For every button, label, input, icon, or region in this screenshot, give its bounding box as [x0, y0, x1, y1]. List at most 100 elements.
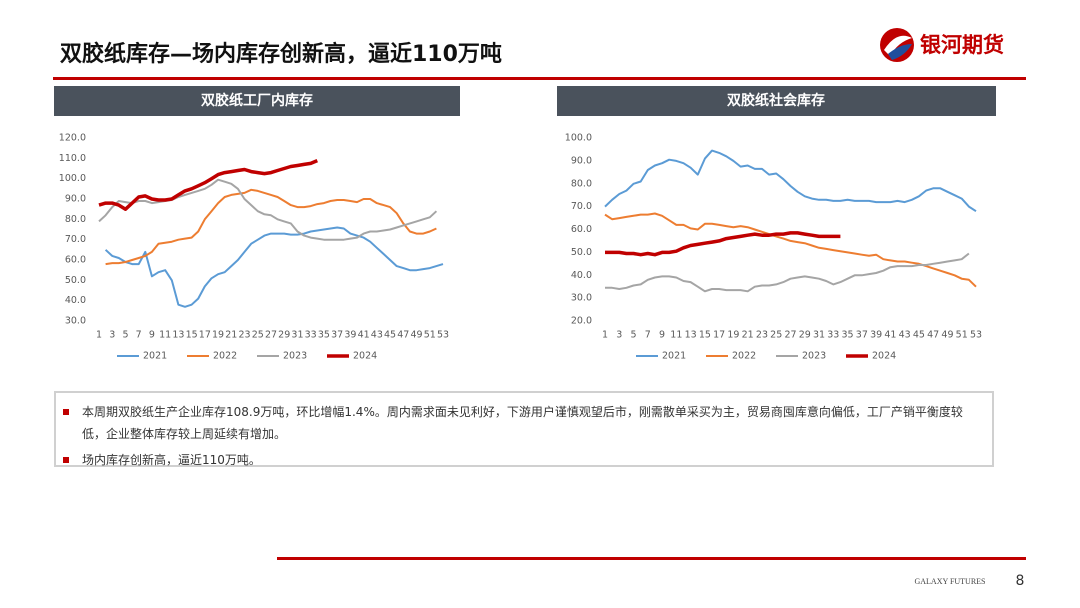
x-tick-label: 3	[616, 330, 622, 341]
x-tick-label: 5	[122, 330, 128, 341]
x-tick-label: 35	[318, 330, 330, 341]
x-tick-label: 21	[742, 330, 754, 341]
y-tick-label: 90.0	[571, 155, 592, 166]
x-tick-label: 17	[713, 330, 725, 341]
logo-icon	[880, 28, 914, 62]
x-tick-label: 17	[199, 330, 211, 341]
x-tick-label: 27	[265, 330, 277, 341]
x-tick-label: 49	[941, 330, 953, 341]
x-tick-label: 5	[631, 330, 637, 341]
y-tick-label: 20.0	[571, 316, 592, 327]
series-line	[604, 149, 977, 213]
footer-brand: GALAXY FUTURES	[914, 577, 985, 586]
x-tick-label: 13	[685, 330, 697, 341]
series-line	[604, 212, 977, 288]
y-tick-label: 50.0	[65, 275, 86, 286]
title-rule	[53, 77, 1026, 80]
chart-title: 双胶纸工厂内库存	[201, 92, 313, 109]
x-tick-label: 37	[331, 330, 343, 341]
x-tick-label: 33	[305, 330, 317, 341]
footer-rule	[277, 557, 1026, 560]
x-tick-label: 43	[371, 330, 383, 341]
x-tick-label: 9	[659, 330, 665, 341]
x-tick-label: 33	[827, 330, 839, 341]
y-tick-label: 120.0	[59, 133, 86, 144]
x-tick-label: 39	[344, 330, 356, 341]
x-tick-label: 29	[278, 330, 290, 341]
y-tick-label: 70.0	[65, 234, 86, 245]
notes-box: 本周期双胶纸生产企业库存108.9万吨，环比增幅1.4%。周内需求面未见利好，下…	[54, 391, 994, 467]
y-tick-label: 70.0	[571, 201, 592, 212]
y-tick-label: 60.0	[571, 224, 592, 235]
series-line	[104, 226, 444, 308]
y-tick-label: 90.0	[65, 194, 86, 205]
series-line	[98, 158, 318, 211]
series-line	[605, 252, 970, 293]
legend-label: 2022	[213, 351, 237, 362]
x-tick-label: 23	[238, 330, 250, 341]
x-tick-label: 15	[699, 330, 711, 341]
x-tick-label: 47	[927, 330, 939, 341]
x-tick-label: 53	[437, 330, 449, 341]
note: 本周期双胶纸生产企业库存108.9万吨，环比增幅1.4%。周内需求面未见利好，下…	[63, 401, 978, 445]
y-tick-label: 30.0	[65, 316, 86, 327]
x-tick-label: 45	[913, 330, 925, 341]
y-tick-label: 60.0	[65, 255, 86, 266]
x-tick-label: 21	[225, 330, 237, 341]
y-tick-label: 40.0	[65, 295, 86, 306]
x-tick-label: 15	[186, 330, 198, 341]
x-tick-label: 9	[149, 330, 155, 341]
x-tick-label: 11	[159, 330, 171, 341]
x-tick-label: 39	[870, 330, 882, 341]
panel-header	[557, 86, 996, 116]
panel-header	[54, 86, 460, 116]
x-tick-label: 43	[899, 330, 911, 341]
x-tick-label: 45	[384, 330, 396, 341]
note: 场内库存创新高，逼近110万吨。	[63, 449, 978, 471]
series-line	[98, 178, 438, 241]
x-tick-label: 1	[96, 330, 102, 341]
legend-label: 2023	[283, 351, 307, 362]
y-tick-label: 100.0	[59, 173, 86, 184]
x-tick-label: 31	[813, 330, 825, 341]
page-number: 8	[1016, 573, 1025, 589]
x-tick-label: 47	[397, 330, 409, 341]
x-tick-label: 41	[358, 330, 370, 341]
x-tick-label: 25	[770, 330, 782, 341]
x-tick-label: 41	[884, 330, 896, 341]
x-tick-label: 51	[956, 330, 968, 341]
y-tick-label: 110.0	[59, 153, 86, 164]
x-tick-label: 25	[252, 330, 264, 341]
series-line	[605, 231, 841, 257]
legend-label: 2024	[872, 351, 896, 362]
legend-label: 2021	[143, 351, 167, 362]
x-tick-label: 31	[291, 330, 303, 341]
x-tick-label: 23	[756, 330, 768, 341]
y-tick-label: 80.0	[65, 214, 86, 225]
x-tick-label: 7	[645, 330, 651, 341]
x-tick-label: 49	[410, 330, 422, 341]
x-tick-label: 13	[172, 330, 184, 341]
y-tick-label: 100.0	[565, 133, 592, 144]
logo-text: 银河期货	[920, 33, 1004, 57]
x-tick-label: 3	[109, 330, 115, 341]
x-tick-label: 35	[842, 330, 854, 341]
x-tick-label: 19	[727, 330, 739, 341]
chart-title: 双胶纸社会库存	[727, 92, 825, 109]
y-tick-label: 80.0	[571, 178, 592, 189]
x-tick-label: 1	[602, 330, 608, 341]
x-tick-label: 7	[136, 330, 142, 341]
legend-label: 2021	[662, 351, 686, 362]
legend-label: 2022	[732, 351, 756, 362]
y-tick-label: 30.0	[571, 293, 592, 304]
y-tick-label: 40.0	[571, 270, 592, 281]
x-tick-label: 53	[970, 330, 982, 341]
y-tick-label: 50.0	[571, 247, 592, 258]
x-tick-label: 51	[424, 330, 436, 341]
series-line	[105, 188, 437, 266]
x-tick-label: 11	[670, 330, 682, 341]
x-tick-label: 27	[784, 330, 796, 341]
slide-title: 双胶纸库存—场内库存创新高，逼近110万吨	[60, 41, 502, 67]
